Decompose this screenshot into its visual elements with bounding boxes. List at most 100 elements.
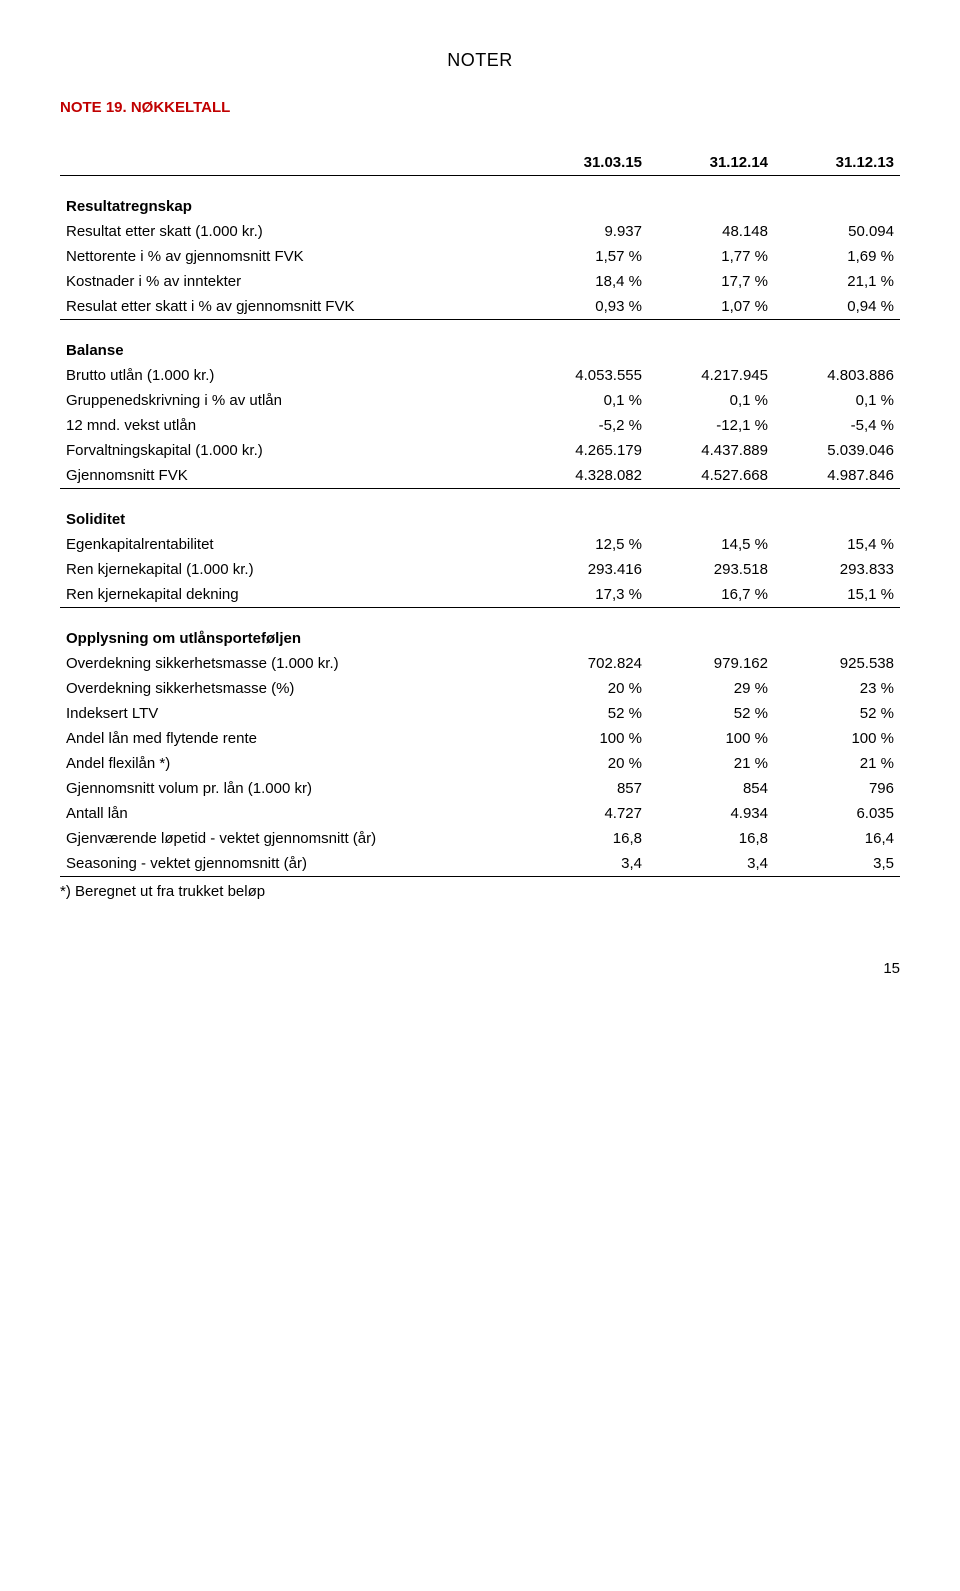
row-value: 3,4 (522, 851, 648, 877)
row-value: 16,7 % (648, 582, 774, 608)
row-value: 796 (774, 776, 900, 801)
col-header-3: 31.12.13 (774, 150, 900, 176)
row-label: Andel lån med flytende rente (60, 726, 522, 751)
row-value: 15,4 % (774, 532, 900, 557)
row-value: 12,5 % (522, 532, 648, 557)
row-value: 15,1 % (774, 582, 900, 608)
row-value: 854 (648, 776, 774, 801)
footnote: *) Beregnet ut fra trukket beløp (60, 883, 900, 900)
row-label: Kostnader i % av inntekter (60, 269, 522, 294)
row-value: 14,5 % (648, 532, 774, 557)
row-value: 3,5 (774, 851, 900, 877)
section-title: Opplysning om utlånsporteføljen (60, 608, 900, 652)
table-row: Gjenværende løpetid - vektet gjennomsnit… (60, 826, 900, 851)
col-header-empty (60, 150, 522, 176)
row-value: 702.824 (522, 651, 648, 676)
table-row: Gjennomsnitt FVK4.328.0824.527.6684.987.… (60, 463, 900, 489)
row-value: 1,69 % (774, 244, 900, 269)
row-label: Egenkapitalrentabilitet (60, 532, 522, 557)
row-value: 52 % (774, 701, 900, 726)
row-value: 100 % (522, 726, 648, 751)
row-value: 52 % (522, 701, 648, 726)
table-row: Andel lån med flytende rente100 %100 %10… (60, 726, 900, 751)
row-value: 20 % (522, 676, 648, 701)
row-value: 4.328.082 (522, 463, 648, 489)
row-value: 925.538 (774, 651, 900, 676)
row-value: 52 % (648, 701, 774, 726)
table-row: Nettorente i % av gjennomsnitt FVK1,57 %… (60, 244, 900, 269)
row-value: 21 % (774, 751, 900, 776)
row-label: Resulat etter skatt i % av gjennomsnitt … (60, 294, 522, 320)
row-label: Overdekning sikkerhetsmasse (%) (60, 676, 522, 701)
row-label: Ren kjernekapital (1.000 kr.) (60, 557, 522, 582)
section-header: Resultatregnskap (60, 176, 900, 220)
row-value: 9.937 (522, 219, 648, 244)
page-header: NOTER (60, 50, 900, 71)
row-value: 1,77 % (648, 244, 774, 269)
table-row: Andel flexilån *)20 %21 %21 % (60, 751, 900, 776)
row-value: 293.518 (648, 557, 774, 582)
row-value: 4.437.889 (648, 438, 774, 463)
table-row: Seasoning - vektet gjennomsnitt (år)3,43… (60, 851, 900, 877)
row-value: 4.053.555 (522, 363, 648, 388)
row-value: 979.162 (648, 651, 774, 676)
row-value: 16,8 (522, 826, 648, 851)
row-value: 100 % (774, 726, 900, 751)
section-header: Balanse (60, 320, 900, 364)
row-value: 4.934 (648, 801, 774, 826)
row-label: Gruppenedskrivning i % av utlån (60, 388, 522, 413)
col-header-2: 31.12.14 (648, 150, 774, 176)
row-label: Indeksert LTV (60, 701, 522, 726)
row-value: 29 % (648, 676, 774, 701)
row-label: Andel flexilån *) (60, 751, 522, 776)
row-value: 18,4 % (522, 269, 648, 294)
row-value: 6.035 (774, 801, 900, 826)
row-value: 50.094 (774, 219, 900, 244)
table-row: Resultat etter skatt (1.000 kr.)9.93748.… (60, 219, 900, 244)
page-number: 15 (60, 960, 900, 977)
row-value: 100 % (648, 726, 774, 751)
table-header-row: 31.03.15 31.12.14 31.12.13 (60, 150, 900, 176)
table-row: Overdekning sikkerhetsmasse (1.000 kr.)7… (60, 651, 900, 676)
table-row: Resulat etter skatt i % av gjennomsnitt … (60, 294, 900, 320)
table-row: Forvaltningskapital (1.000 kr.)4.265.179… (60, 438, 900, 463)
row-label: Resultat etter skatt (1.000 kr.) (60, 219, 522, 244)
section-title: Resultatregnskap (60, 176, 900, 220)
row-value: 0,1 % (648, 388, 774, 413)
section-title: Balanse (60, 320, 900, 364)
table-row: Egenkapitalrentabilitet12,5 %14,5 %15,4 … (60, 532, 900, 557)
col-header-1: 31.03.15 (522, 150, 648, 176)
row-value: 4.265.179 (522, 438, 648, 463)
table-row: Indeksert LTV52 %52 %52 % (60, 701, 900, 726)
row-value: 16,8 (648, 826, 774, 851)
row-label: Brutto utlån (1.000 kr.) (60, 363, 522, 388)
row-label: Antall lån (60, 801, 522, 826)
section-title: Soliditet (60, 489, 900, 533)
row-value: 4.527.668 (648, 463, 774, 489)
row-value: 0,93 % (522, 294, 648, 320)
row-value: -5,2 % (522, 413, 648, 438)
row-value: 17,3 % (522, 582, 648, 608)
table-row: Ren kjernekapital (1.000 kr.)293.416293.… (60, 557, 900, 582)
row-value: -12,1 % (648, 413, 774, 438)
row-value: 0,94 % (774, 294, 900, 320)
row-value: 20 % (522, 751, 648, 776)
row-value: 48.148 (648, 219, 774, 244)
row-label: Ren kjernekapital dekning (60, 582, 522, 608)
row-value: 21,1 % (774, 269, 900, 294)
row-value: 21 % (648, 751, 774, 776)
key-figures-table: 31.03.15 31.12.14 31.12.13 Resultatregns… (60, 150, 900, 877)
row-label: 12 mnd. vekst utlån (60, 413, 522, 438)
section-header: Soliditet (60, 489, 900, 533)
table-row: Brutto utlån (1.000 kr.)4.053.5554.217.9… (60, 363, 900, 388)
table-row: 12 mnd. vekst utlån-5,2 %-12,1 %-5,4 % (60, 413, 900, 438)
row-label: Overdekning sikkerhetsmasse (1.000 kr.) (60, 651, 522, 676)
row-value: 293.416 (522, 557, 648, 582)
table-row: Ren kjernekapital dekning17,3 %16,7 %15,… (60, 582, 900, 608)
row-value: 0,1 % (522, 388, 648, 413)
table-row: Gjennomsnitt volum pr. lån (1.000 kr)857… (60, 776, 900, 801)
row-label: Gjenværende løpetid - vektet gjennomsnit… (60, 826, 522, 851)
row-label: Gjennomsnitt volum pr. lån (1.000 kr) (60, 776, 522, 801)
row-label: Forvaltningskapital (1.000 kr.) (60, 438, 522, 463)
row-value: 4.987.846 (774, 463, 900, 489)
